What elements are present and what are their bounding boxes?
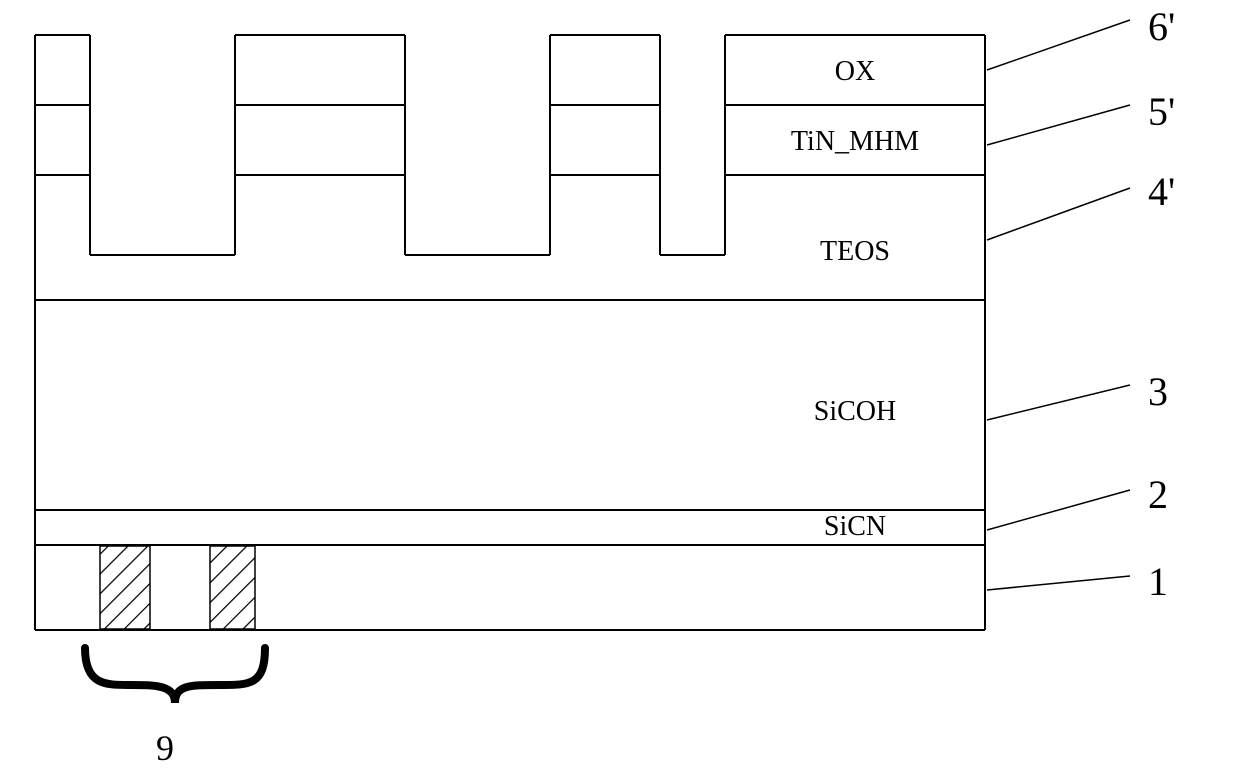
callout-leader (987, 385, 1130, 420)
callout-leader (987, 105, 1130, 145)
hatched-bar-0 (100, 546, 150, 629)
callout-leader (987, 188, 1130, 240)
diagram-svg: OX TiN_MHM TEOS SiCOH SiCN 9 6' 5' 4' 3 2 1 (0, 0, 1240, 782)
diagram-stage: OX TiN_MHM TEOS SiCOH SiCN 9 6' 5' 4' 3 2 1 (0, 0, 1240, 782)
bottom-feature: 9 (85, 546, 265, 768)
hatched-bar-1 (210, 546, 255, 629)
callout-label: 5' (1148, 89, 1175, 134)
callout-label: 6' (1148, 4, 1175, 49)
callout-leader (987, 20, 1130, 70)
callout-label: 3 (1148, 369, 1168, 414)
layer-label-l5: TiN_MHM (791, 126, 919, 157)
callout-label: 2 (1148, 472, 1168, 517)
callout-label: 1 (1148, 559, 1168, 604)
layer-label-l3: SiCOH (814, 396, 896, 427)
callout-label: 4' (1148, 169, 1175, 214)
brace-icon (85, 648, 265, 703)
callouts: 6' 5' 4' 3 2 1 (987, 4, 1175, 604)
bottom-label: 9 (156, 728, 174, 768)
callout-leader (987, 576, 1130, 590)
layer-label-l2: SiCN (824, 511, 886, 542)
layer-label-l4: TEOS (820, 236, 890, 267)
layer-label-l6: OX (835, 56, 875, 87)
callout-leader (987, 490, 1130, 530)
